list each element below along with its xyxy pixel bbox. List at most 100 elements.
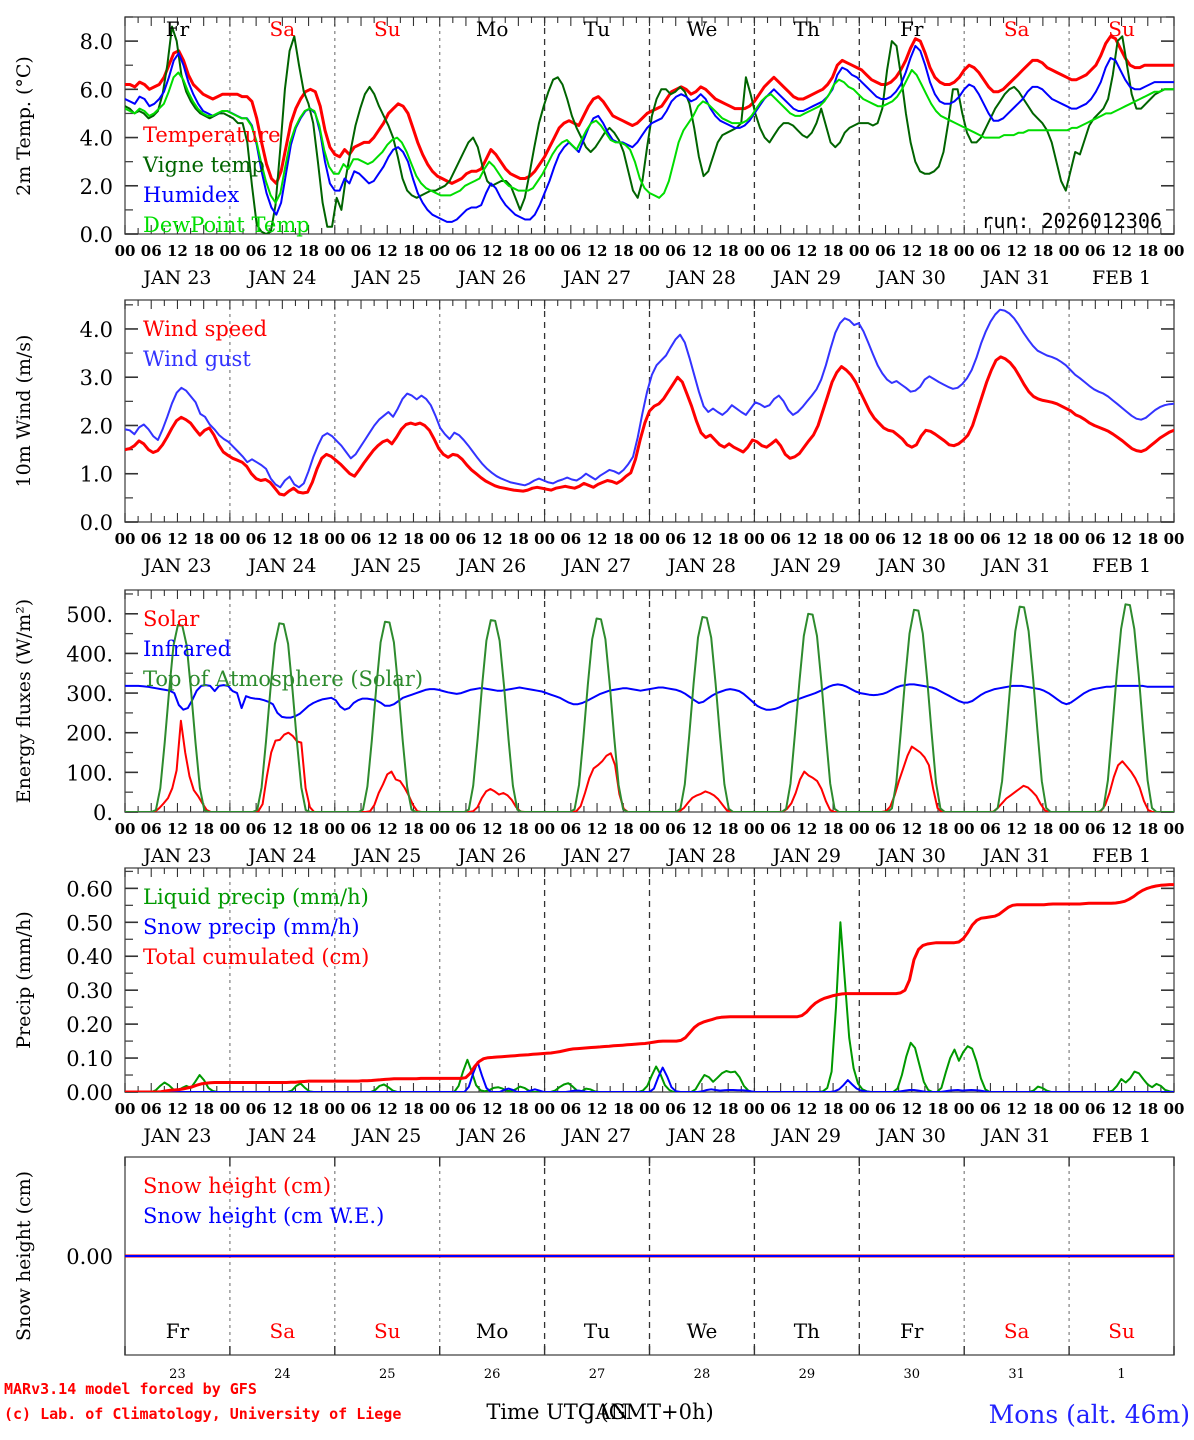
hour-tick-label: 00 bbox=[324, 242, 345, 260]
hour-tick-label: 00 bbox=[534, 1100, 555, 1118]
hour-tick-label: 06 bbox=[665, 242, 686, 260]
date-label: JAN 27 bbox=[561, 267, 631, 289]
hour-tick-label: 18 bbox=[613, 242, 634, 260]
dow-label-bottom: Sa bbox=[270, 1319, 296, 1343]
series-top-of-atmosphere-solar bbox=[125, 603, 1174, 812]
hour-tick-label: 18 bbox=[823, 242, 844, 260]
hour-tick-label: 06 bbox=[455, 1100, 476, 1118]
series-wind-gust bbox=[125, 308, 1174, 489]
hour-tick-label: 12 bbox=[1006, 530, 1027, 548]
y-tick-label: 0.50 bbox=[66, 911, 113, 935]
hour-tick-label: 00 bbox=[219, 1100, 240, 1118]
day-number-label: 27 bbox=[589, 1367, 606, 1382]
model-credit-line-1: MARv3.14 model forced by GFS bbox=[4, 1380, 257, 1398]
hour-tick-label: 00 bbox=[429, 820, 450, 838]
x-axis-title: Time UTC (GMT+0h) bbox=[486, 1400, 713, 1424]
hour-tick-label: 00 bbox=[1059, 242, 1080, 260]
day-number-label: 31 bbox=[1008, 1367, 1025, 1382]
y-tick-label: 0.00 bbox=[66, 1081, 113, 1105]
y-tick-label: 1.0 bbox=[80, 463, 113, 487]
date-label: JAN 23 bbox=[141, 1125, 211, 1147]
legend-item-energy_fluxes-0: Solar bbox=[143, 607, 200, 631]
hour-tick-label: 00 bbox=[429, 530, 450, 548]
hour-tick-label: 18 bbox=[613, 1100, 634, 1118]
hour-tick-label: 00 bbox=[534, 530, 555, 548]
hour-tick-label: 18 bbox=[403, 1100, 424, 1118]
hour-tick-label: 06 bbox=[875, 242, 896, 260]
x-axis-title-overlap: JAN bbox=[585, 1400, 629, 1424]
hour-tick-label: 18 bbox=[1032, 820, 1053, 838]
hour-tick-label: 12 bbox=[587, 1100, 608, 1118]
hour-tick-label: 12 bbox=[796, 1100, 817, 1118]
hour-tick-label: 06 bbox=[141, 1100, 162, 1118]
axis-title-temperature: 2m Temp. (°C) bbox=[13, 56, 35, 196]
hour-tick-label: 18 bbox=[1137, 1100, 1158, 1118]
y-tick-label: 0.60 bbox=[66, 877, 113, 901]
hour-tick-label: 06 bbox=[560, 530, 581, 548]
hour-tick-label: 00 bbox=[744, 530, 765, 548]
hour-tick-label: 18 bbox=[718, 1100, 739, 1118]
date-label: JAN 30 bbox=[876, 267, 946, 289]
legend-item-temperature-3: DewPoint Temp bbox=[143, 213, 310, 237]
hour-tick-label: 00 bbox=[1164, 820, 1185, 838]
hour-tick-label: 00 bbox=[534, 820, 555, 838]
hour-tick-label: 06 bbox=[875, 1100, 896, 1118]
hour-tick-label: 00 bbox=[115, 1100, 136, 1118]
hour-tick-label: 12 bbox=[272, 530, 293, 548]
axis-title-snow_height: Snow height (cm) bbox=[13, 1171, 35, 1341]
dow-label-top: Fr bbox=[900, 17, 924, 41]
hour-tick-label: 12 bbox=[167, 242, 188, 260]
hour-tick-label: 18 bbox=[823, 820, 844, 838]
hour-tick-label: 00 bbox=[219, 242, 240, 260]
hour-tick-label: 06 bbox=[980, 820, 1001, 838]
hour-tick-label: 12 bbox=[901, 820, 922, 838]
dow-label-top: Sa bbox=[270, 17, 296, 41]
hour-tick-label: 18 bbox=[823, 1100, 844, 1118]
date-label: JAN 23 bbox=[141, 555, 211, 577]
date-label: JAN 25 bbox=[351, 845, 421, 867]
date-label: JAN 26 bbox=[456, 555, 526, 577]
hour-tick-label: 06 bbox=[141, 820, 162, 838]
date-label: JAN 26 bbox=[456, 845, 526, 867]
hour-tick-label: 18 bbox=[1032, 1100, 1053, 1118]
hour-tick-label: 00 bbox=[849, 530, 870, 548]
hour-tick-label: 18 bbox=[1137, 242, 1158, 260]
hour-tick-label: 00 bbox=[954, 1100, 975, 1118]
series-infrared bbox=[125, 683, 1174, 719]
hour-tick-label: 06 bbox=[875, 530, 896, 548]
dow-label-top: Fr bbox=[166, 17, 190, 41]
hour-tick-label: 06 bbox=[141, 530, 162, 548]
hour-tick-label: 06 bbox=[665, 820, 686, 838]
model-credit-line-2: (c) Lab. of Climatology, University of L… bbox=[4, 1405, 401, 1423]
panel-temperature: 0.0 2.0 4.0 6.0 8.0 bbox=[80, 16, 1175, 247]
hour-tick-label: 00 bbox=[744, 1100, 765, 1118]
series-vigne-temp bbox=[125, 25, 1174, 234]
hour-tick-label: 00 bbox=[115, 530, 136, 548]
hour-tick-label: 18 bbox=[193, 530, 214, 548]
hour-tick-label: 06 bbox=[560, 1100, 581, 1118]
hour-tick-label: 06 bbox=[455, 242, 476, 260]
date-label: JAN 31 bbox=[981, 555, 1051, 577]
hour-tick-label: 18 bbox=[298, 530, 319, 548]
dow-label-top: Tu bbox=[584, 17, 610, 41]
panel-precip: 0.00 0.10 0.20 0.30 0.40 0.50 0.60 bbox=[66, 867, 1175, 1105]
date-label: JAN 24 bbox=[246, 1125, 316, 1147]
hour-tick-label: 06 bbox=[246, 1100, 267, 1118]
day-number-label: 29 bbox=[799, 1367, 816, 1382]
series-temperature bbox=[125, 34, 1174, 185]
y-tick-label: 400. bbox=[66, 642, 113, 666]
date-label: JAN 29 bbox=[771, 845, 841, 867]
hour-tick-label: 12 bbox=[692, 820, 713, 838]
hour-tick-label: 12 bbox=[1111, 820, 1132, 838]
date-label: JAN 23 bbox=[141, 267, 211, 289]
day-number-label: 1 bbox=[1117, 1367, 1125, 1382]
date-label: JAN 31 bbox=[981, 1125, 1051, 1147]
hour-tick-label: 06 bbox=[351, 1100, 372, 1118]
hour-tick-label: 18 bbox=[1137, 820, 1158, 838]
hour-tick-label: 12 bbox=[167, 530, 188, 548]
date-label: JAN 30 bbox=[876, 1125, 946, 1147]
hour-tick-label: 00 bbox=[1059, 1100, 1080, 1118]
legend-item-energy_fluxes-2: Top of Atmosphere (Solar) bbox=[143, 667, 423, 691]
hour-tick-label: 06 bbox=[1085, 820, 1106, 838]
hour-tick-label: 18 bbox=[508, 530, 529, 548]
